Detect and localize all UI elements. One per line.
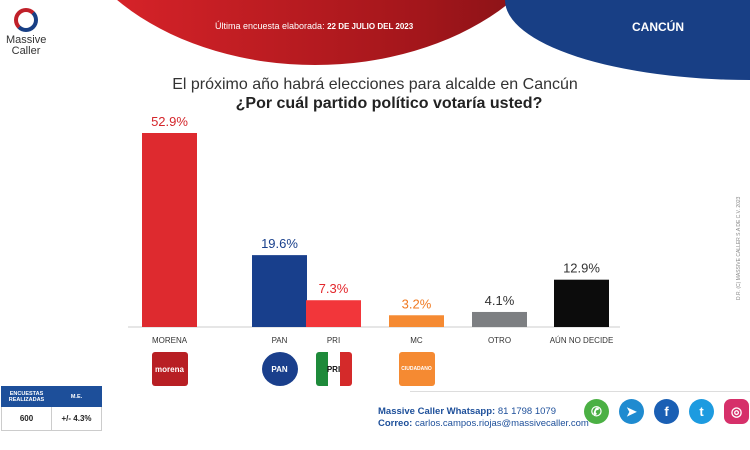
instagram-icon[interactable]: ◎ [724, 399, 749, 424]
morena-logo: morena [151, 352, 188, 386]
category-label: MORENA [152, 336, 188, 345]
category-label: AÚN NO DECIDE [550, 336, 614, 345]
survey-date: Última encuesta elaborada: 22 DE JULIO D… [215, 21, 414, 31]
mc-logo: CIUDADANO [398, 352, 435, 386]
stats-table: ENCUESTAS REALIZADAS M.E. 600 +/- 4.3% [1, 386, 102, 431]
bar-aún-no-decide [554, 279, 609, 327]
twitter-icon[interactable]: t [689, 399, 714, 424]
me-value: +/- 4.3% [51, 406, 102, 431]
whatsapp-icon[interactable]: ✆ [584, 399, 609, 424]
bar-pan [252, 255, 307, 327]
data-label: 3.2% [402, 296, 432, 311]
bar-otro [472, 311, 527, 327]
chart-subtitle: ¿Por cuál partido político votaría usted… [235, 95, 543, 112]
surveys-header: ENCUESTAS REALIZADAS [1, 386, 52, 407]
category-label: PAN [272, 336, 288, 345]
divider [410, 391, 750, 392]
data-label: 4.1% [485, 293, 515, 308]
telegram-icon[interactable]: ➤ [619, 399, 644, 424]
whatsapp-number: 81 1798 1079 [497, 406, 556, 417]
email: carlos.campos.riojas@massivecaller.com [414, 418, 589, 429]
data-label: 7.3% [319, 281, 349, 296]
facebook-icon[interactable]: f [654, 399, 679, 424]
bar-mc [389, 315, 444, 327]
pan-logo: PAN [261, 352, 298, 386]
logo-icon [14, 8, 38, 32]
contact-info: Massive Caller Whatsapp: 81 1798 1079 Co… [378, 406, 589, 429]
data-label: 52.9% [151, 114, 188, 129]
me-header: M.E. [51, 386, 102, 407]
bar-pri [306, 300, 361, 327]
chart-title: El próximo año habrá elecciones para alc… [172, 76, 578, 93]
pri-logo: PRI [315, 352, 352, 386]
category-label: PRI [327, 336, 340, 345]
surveys-value: 600 [1, 406, 52, 431]
data-label: 19.6% [261, 236, 298, 251]
category-label: OTRO [488, 336, 511, 345]
massive-caller-logo: Massive Caller [6, 8, 46, 57]
data-label: 12.9% [563, 261, 600, 276]
city-label: CANCÚN [632, 20, 684, 34]
category-label: MC [410, 336, 423, 345]
bar-morena [142, 133, 197, 327]
